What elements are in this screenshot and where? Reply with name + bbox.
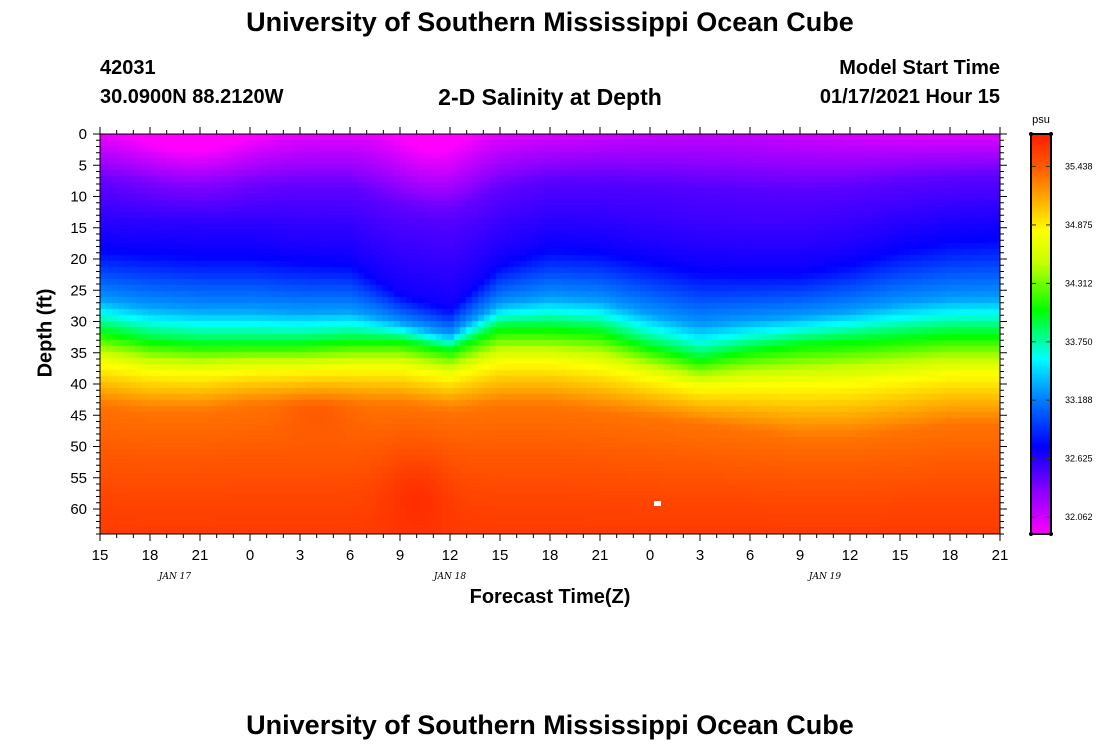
colorbar-corner — [1049, 132, 1053, 136]
page-title: University of Southern Mississippi Ocean… — [246, 7, 854, 37]
x-tick-label: 0 — [246, 547, 254, 564]
x-tick-label: 21 — [192, 547, 209, 564]
bottom-title: University of Southern Mississippi Ocean… — [246, 710, 854, 740]
x-tick-label: 9 — [396, 547, 404, 564]
x-tick-label: 21 — [992, 547, 1009, 564]
model-start-label: Model Start Time — [839, 57, 1000, 79]
y-tick-label: 60 — [70, 501, 87, 518]
x-tick-label: 3 — [696, 547, 704, 564]
colorbar-tick-label: 33.750 — [1065, 337, 1093, 347]
x-tick-label: 18 — [142, 547, 159, 564]
x-tick-label: 12 — [442, 547, 459, 564]
x-tick-label: 15 — [892, 547, 909, 564]
salinity-heatmap — [100, 134, 1000, 534]
y-tick-label: 0 — [79, 126, 87, 143]
x-tick-label: 0 — [646, 547, 654, 564]
y-tick-label: 20 — [70, 251, 87, 268]
y-tick-label: 55 — [70, 470, 87, 487]
x-tick-label: 21 — [592, 547, 609, 564]
y-tick-label: 5 — [79, 157, 87, 174]
colorbar-tick-label: 34.875 — [1065, 220, 1093, 230]
colorbar-tick-label: 32.062 — [1065, 512, 1093, 522]
colorbar-unit: psu — [1032, 114, 1050, 126]
x-tick-label: 15 — [92, 547, 109, 564]
salinity-colorbar — [1031, 134, 1051, 534]
y-tick-label: 40 — [70, 376, 87, 393]
y-tick-label: 50 — [70, 439, 87, 456]
y-tick-label: 15 — [70, 220, 87, 237]
x-tick-label: 18 — [942, 547, 959, 564]
date-label: JAN 17 — [157, 572, 192, 582]
x-axis-title: Forecast Time(Z) — [469, 586, 631, 608]
date-label: JAN 19 — [807, 572, 842, 582]
station-coordinates: 30.0900N 88.2120W — [100, 86, 284, 108]
colorbar-corner — [1029, 132, 1033, 136]
y-tick-label: 10 — [70, 189, 87, 206]
x-tick-label: 15 — [492, 547, 509, 564]
y-tick-label: 30 — [70, 314, 87, 331]
colorbar-corner — [1029, 532, 1033, 536]
colorbar-tick-label: 35.438 — [1065, 161, 1093, 171]
y-tick-label: 35 — [70, 345, 87, 362]
model-start-time: 01/17/2021 Hour 15 — [819, 86, 1000, 108]
x-tick-label: 3 — [296, 547, 304, 564]
colorbar-tick-label: 33.188 — [1065, 395, 1093, 405]
colorbar-tick-label: 32.625 — [1065, 454, 1093, 464]
x-tick-label: 6 — [746, 547, 754, 564]
y-tick-label: 25 — [70, 282, 87, 299]
x-tick-label: 18 — [542, 547, 559, 564]
x-tick-label: 9 — [796, 547, 804, 564]
plot-marker — [654, 501, 661, 506]
plot-title: 2-D Salinity at Depth — [438, 84, 662, 110]
date-label: JAN 18 — [432, 572, 467, 582]
x-tick-label: 12 — [842, 547, 859, 564]
x-tick-label: 6 — [346, 547, 354, 564]
colorbar-corner — [1049, 532, 1053, 536]
y-tick-label: 45 — [70, 407, 87, 424]
colorbar-tick-label: 34.312 — [1065, 278, 1093, 288]
station-id: 42031 — [100, 57, 156, 79]
colorbar-frame — [1030, 133, 1052, 535]
y-axis-title: Depth (ft) — [34, 288, 57, 378]
plot-frame — [99, 133, 1001, 535]
